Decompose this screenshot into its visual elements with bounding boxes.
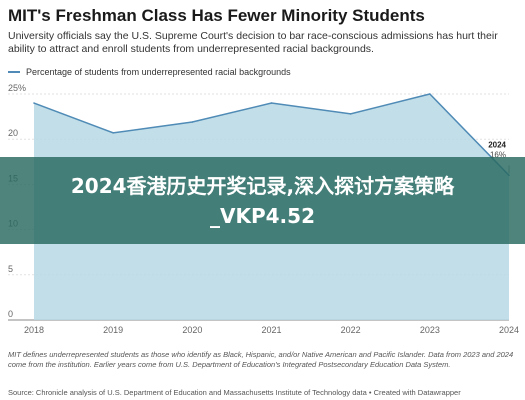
legend-label: Percentage of students from underreprese…	[26, 67, 291, 77]
data-point	[191, 121, 194, 123]
x-tick-label: 2023	[420, 325, 440, 335]
data-point	[112, 132, 114, 134]
banner-text: 2024香港历史开奖记录,深入探讨方案策略_VKP4.52	[70, 173, 455, 228]
source-line: Source: Chronicle analysis of U.S. Depar…	[8, 388, 461, 397]
annotation-year: 2024	[488, 140, 506, 149]
x-tick-label: 2024	[499, 325, 519, 335]
y-tick-label: 20	[8, 128, 18, 138]
y-tick-label: 5	[8, 264, 13, 274]
chart-subtitle: University officials say the U.S. Suprem…	[8, 30, 498, 55]
y-tick-label: 0	[8, 309, 13, 319]
annotation-value: 16%	[490, 150, 506, 159]
x-tick-label: 2018	[24, 325, 44, 335]
chart-title: MIT's Freshman Class Has Fewer Minority …	[8, 6, 425, 25]
data-point	[429, 93, 431, 95]
x-tick-label: 2020	[182, 325, 202, 335]
overlay-banner: 2024香港历史开奖记录,深入探讨方案策略_VKP4.52	[0, 157, 525, 244]
y-tick-label: 25%	[8, 83, 26, 93]
data-point	[349, 113, 352, 115]
x-axis-ticks: 2018 2019 2020 2021 2022 2023 2024	[24, 325, 519, 335]
legend-swatch	[8, 71, 20, 73]
x-tick-label: 2021	[261, 325, 281, 335]
x-tick-label: 2019	[103, 325, 123, 335]
footnote: MIT defines underrepresented students as…	[8, 350, 514, 369]
data-point	[270, 102, 273, 104]
x-tick-label: 2022	[341, 325, 361, 335]
data-point	[33, 102, 35, 104]
legend: Percentage of students from underreprese…	[8, 67, 291, 77]
